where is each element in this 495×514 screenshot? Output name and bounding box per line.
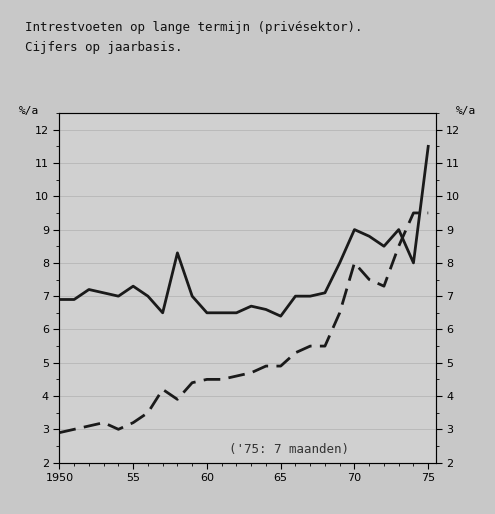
Y-axis label: %/a: %/a bbox=[455, 106, 476, 116]
Text: Cijfers op jaarbasis.: Cijfers op jaarbasis. bbox=[25, 41, 182, 54]
Y-axis label: %/a: %/a bbox=[19, 106, 40, 116]
Text: ('75: 7 maanden): ('75: 7 maanden) bbox=[229, 443, 349, 455]
Text: Intrestvoeten op lange termijn (privésektor).: Intrestvoeten op lange termijn (privések… bbox=[25, 21, 362, 33]
